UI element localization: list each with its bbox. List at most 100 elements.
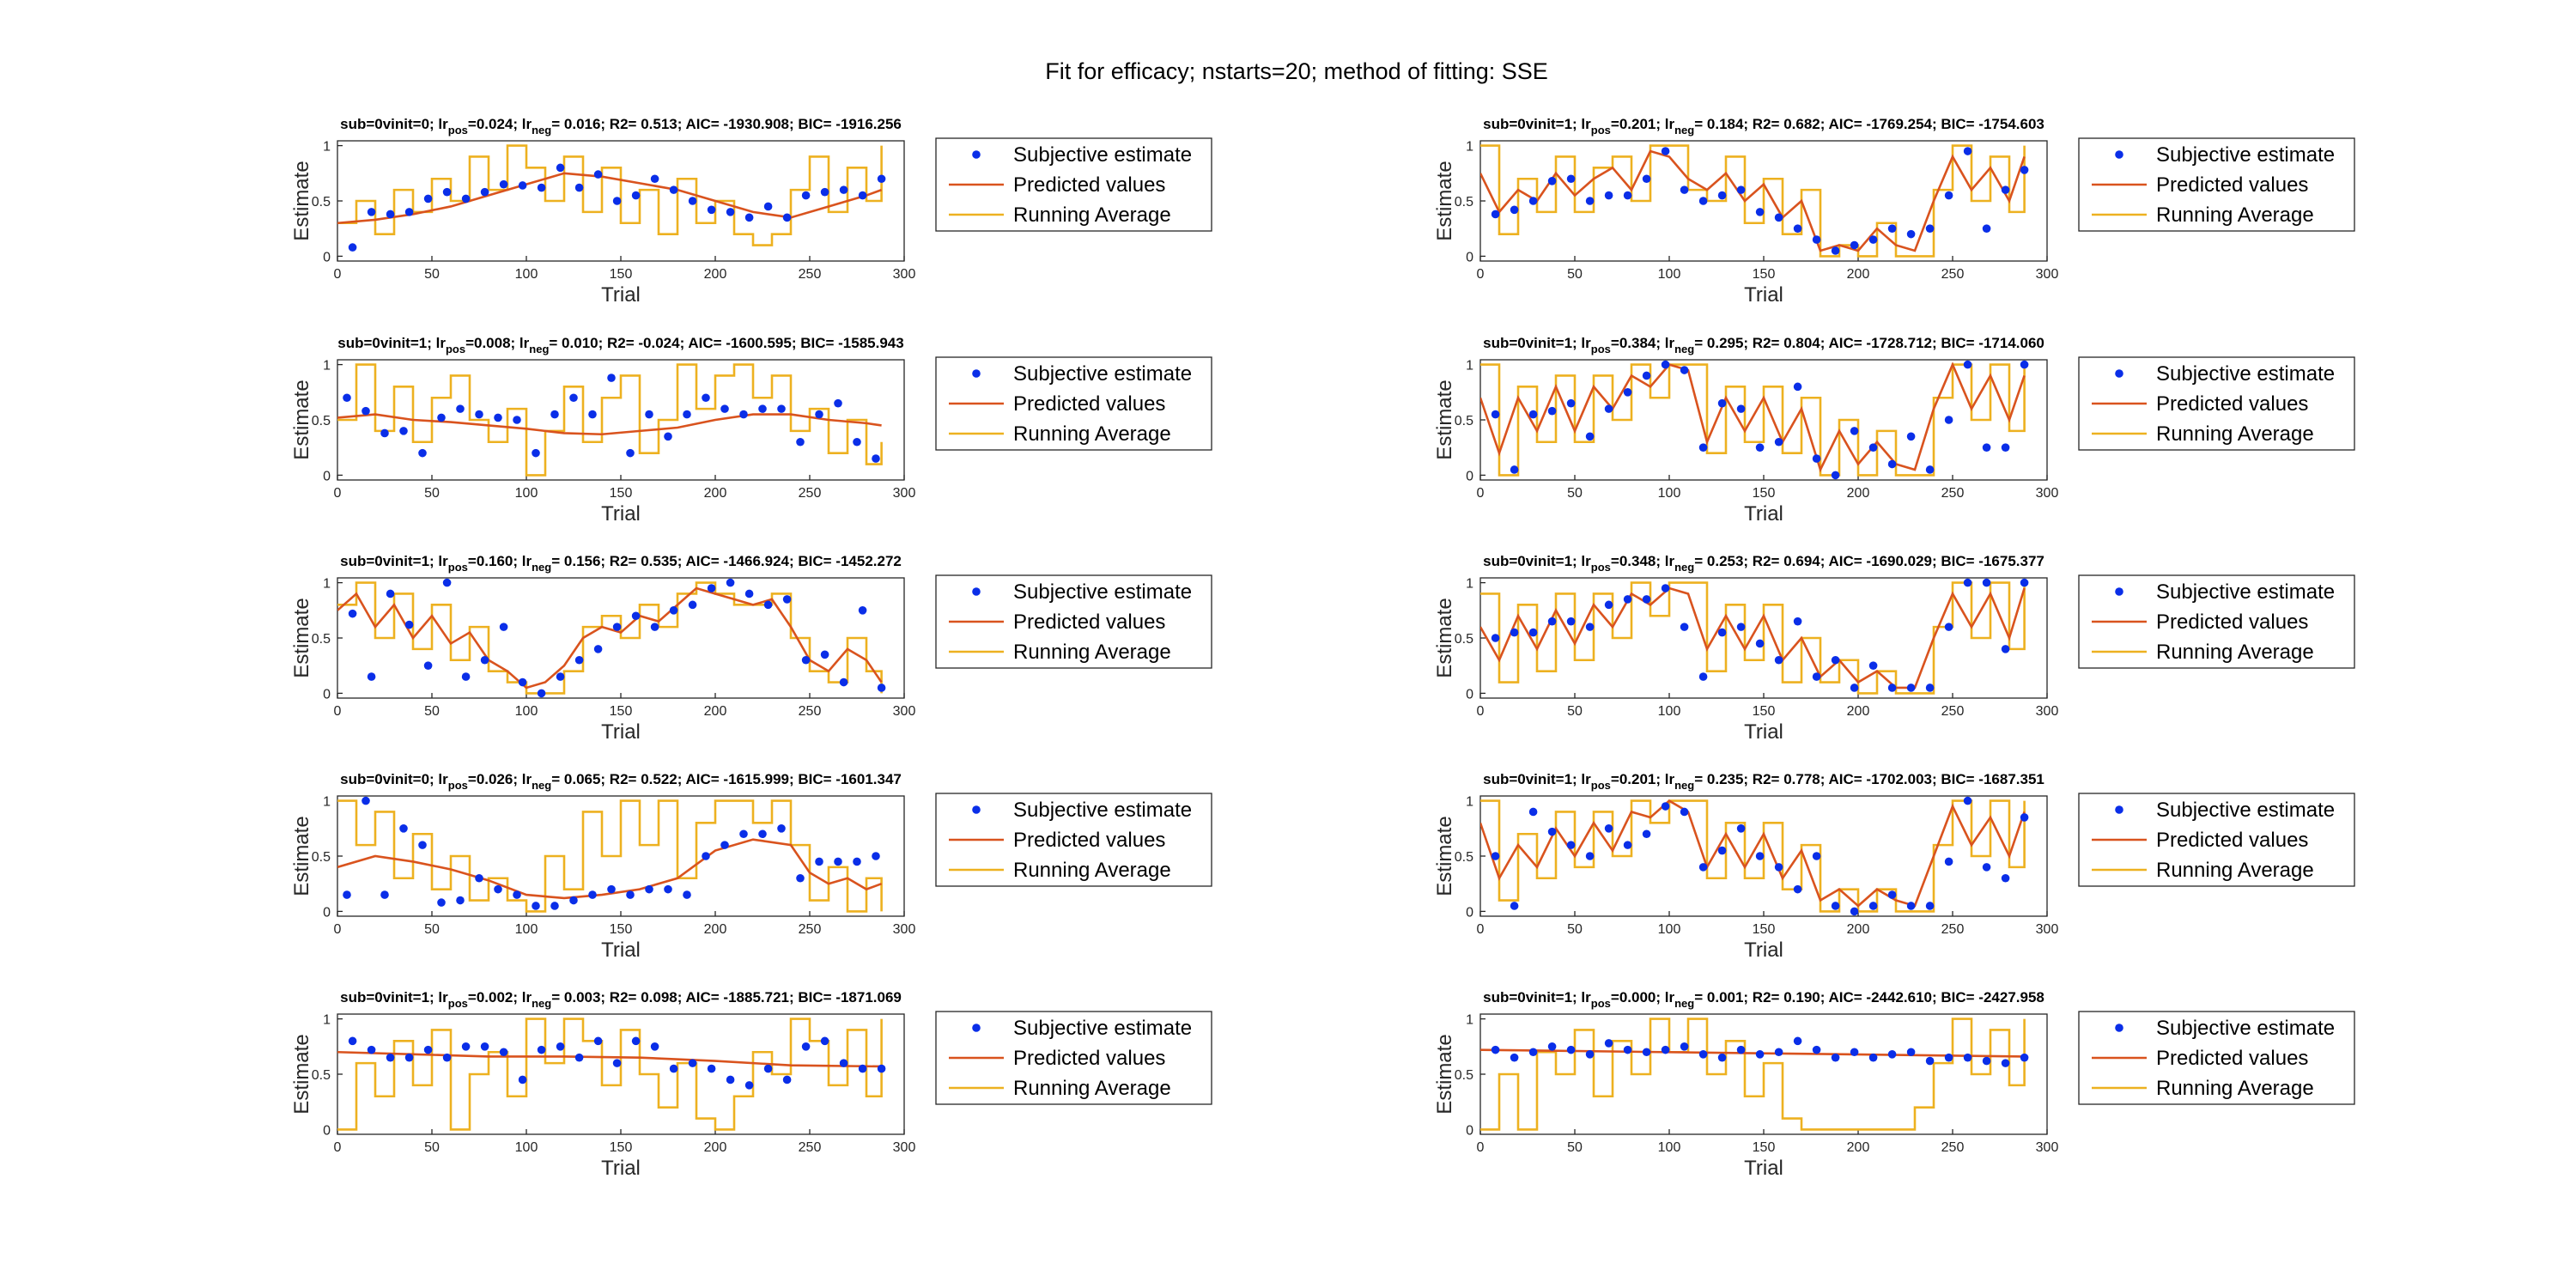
subjective-estimate-point xyxy=(683,410,691,419)
y-tick-label: 0.5 xyxy=(1455,195,1473,210)
subjective-estimate-point xyxy=(518,677,527,687)
subjective-estimate-point xyxy=(1868,443,1878,452)
subjective-estimate-point xyxy=(664,884,672,894)
legend-marker-subjective xyxy=(2115,369,2123,378)
subplot-3: sub=0vinit=1; lrpos=0.008; lrneg= 0.010;… xyxy=(290,335,1212,526)
subjective-estimate-point xyxy=(1642,1048,1651,1057)
subjective-estimate-point xyxy=(1812,235,1821,244)
y-tick-label: 1 xyxy=(323,795,331,810)
plot-area xyxy=(1480,360,2029,480)
y-tick-label: 0.5 xyxy=(312,414,331,428)
x-tick-label: 50 xyxy=(1567,1140,1583,1155)
x-axis-label: Trial xyxy=(601,283,641,307)
subplot-title: sub=0vinit=1; lrpos=0.008; lrneg= 0.010;… xyxy=(337,335,903,355)
subjective-estimate-point xyxy=(1528,628,1538,637)
subjective-estimate-point xyxy=(404,1053,414,1062)
subjective-estimate-point xyxy=(1623,388,1632,397)
subjective-estimate-point xyxy=(853,437,861,447)
subjective-estimate-point xyxy=(612,623,622,631)
y-tick-label: 1 xyxy=(323,359,331,374)
subjective-estimate-point xyxy=(1963,796,1972,805)
title-sub-pos: pos xyxy=(1591,997,1611,1010)
x-tick-label: 250 xyxy=(799,704,822,719)
subjective-estimate-point xyxy=(758,404,767,413)
x-tick-label: 150 xyxy=(610,922,633,937)
subjective-estimate-point xyxy=(1491,1045,1500,1054)
subjective-estimate-point xyxy=(726,1075,735,1084)
subjective-estimate-point xyxy=(1963,147,1972,155)
predicted-values-line xyxy=(337,1050,882,1068)
subjective-estimate-point xyxy=(645,884,653,894)
y-tick-label: 0 xyxy=(323,905,331,920)
subjective-estimate-point xyxy=(1623,1045,1632,1054)
subplot-4: sub=0vinit=1; lrpos=0.384; lrneg= 0.295;… xyxy=(1433,335,2355,526)
title-tail: = 0.010; R2= -0.024; AIC= -1600.595; BIC… xyxy=(549,335,903,351)
subjective-estimate-point xyxy=(593,170,603,179)
subjective-estimate-point xyxy=(1887,683,1897,692)
subjective-estimate-point xyxy=(726,578,735,587)
subjective-estimate-point xyxy=(1566,398,1576,408)
x-tick-label: 250 xyxy=(1941,1140,1965,1155)
subjective-estimate-point xyxy=(1755,639,1765,648)
subjective-estimate-point xyxy=(1850,1048,1859,1057)
subjective-estimate-point xyxy=(726,208,735,216)
title-head: sub=0vinit=1; lr xyxy=(1483,989,1591,1005)
x-tick-label: 100 xyxy=(1658,1140,1681,1155)
y-tick-label: 0.5 xyxy=(1455,414,1473,428)
subjective-estimate-point xyxy=(1547,617,1557,626)
y-tick-label: 0.5 xyxy=(312,632,331,647)
subjective-estimate-point xyxy=(607,884,616,894)
subjective-estimate-point xyxy=(1906,683,1916,692)
x-axis-label: Trial xyxy=(1744,502,1783,526)
subjective-estimate-point xyxy=(796,873,805,883)
subjective-estimate-point xyxy=(1680,623,1689,631)
subjective-estimate-point xyxy=(815,410,823,419)
subjective-estimate-point xyxy=(650,174,659,184)
x-tick-label: 50 xyxy=(1567,704,1583,719)
subjective-estimate-point xyxy=(1793,382,1802,392)
subjective-estimate-point xyxy=(386,1053,395,1062)
x-tick-label: 50 xyxy=(1567,486,1583,501)
subjective-estimate-point xyxy=(1755,208,1765,216)
x-tick-label: 250 xyxy=(1941,486,1965,501)
subjective-estimate-point xyxy=(423,1045,433,1054)
x-tick-label: 150 xyxy=(610,486,633,501)
subjective-estimate-point xyxy=(480,187,489,197)
subjective-estimate-point xyxy=(669,606,678,615)
subjective-estimate-point xyxy=(1698,672,1708,681)
subjective-estimate-point xyxy=(1925,683,1935,692)
subjective-estimate-point xyxy=(1868,661,1878,670)
subjective-estimate-point xyxy=(631,191,641,200)
subjective-estimate-point xyxy=(593,645,603,653)
title-head: sub=0vinit=1; lr xyxy=(340,553,448,569)
legend-label: Predicted values xyxy=(1013,392,1165,416)
subjective-estimate-point xyxy=(612,1059,622,1067)
subjective-estimate-point xyxy=(720,404,729,413)
subjective-estimate-point xyxy=(348,609,357,618)
subjective-estimate-point xyxy=(569,896,578,905)
y-tick-label: 1 xyxy=(1466,140,1473,155)
title-head: sub=0vinit=1; lr xyxy=(337,335,446,351)
subjective-estimate-point xyxy=(1510,465,1519,474)
subjective-estimate-point xyxy=(456,404,465,413)
y-tick-label: 1 xyxy=(323,140,331,155)
subjective-estimate-point xyxy=(1755,443,1765,452)
subjective-estimate-point xyxy=(664,432,672,441)
legend-label: Running Average xyxy=(2156,422,2314,446)
subjective-estimate-point xyxy=(763,600,773,610)
subjective-estimate-point xyxy=(1982,443,1991,452)
subjective-estimate-point xyxy=(513,890,521,899)
x-tick-label: 50 xyxy=(424,704,440,719)
subjective-estimate-point xyxy=(688,197,697,205)
predicted-values-line xyxy=(337,838,883,900)
subjective-estimate-point xyxy=(669,1064,678,1073)
x-tick-label: 250 xyxy=(799,486,822,501)
x-tick-label: 300 xyxy=(2036,922,2059,937)
subjective-estimate-point xyxy=(820,1036,829,1046)
title-mid: =0.384; lr xyxy=(1611,335,1675,351)
subjective-estimate-point xyxy=(518,1075,527,1084)
title-head: sub=0vinit=0; lr xyxy=(340,771,448,787)
subjective-estimate-point xyxy=(1510,205,1519,215)
title-tail: = 0.065; R2= 0.522; AIC= -1615.999; BIC=… xyxy=(551,771,902,787)
subjective-estimate-point xyxy=(2001,185,2010,194)
